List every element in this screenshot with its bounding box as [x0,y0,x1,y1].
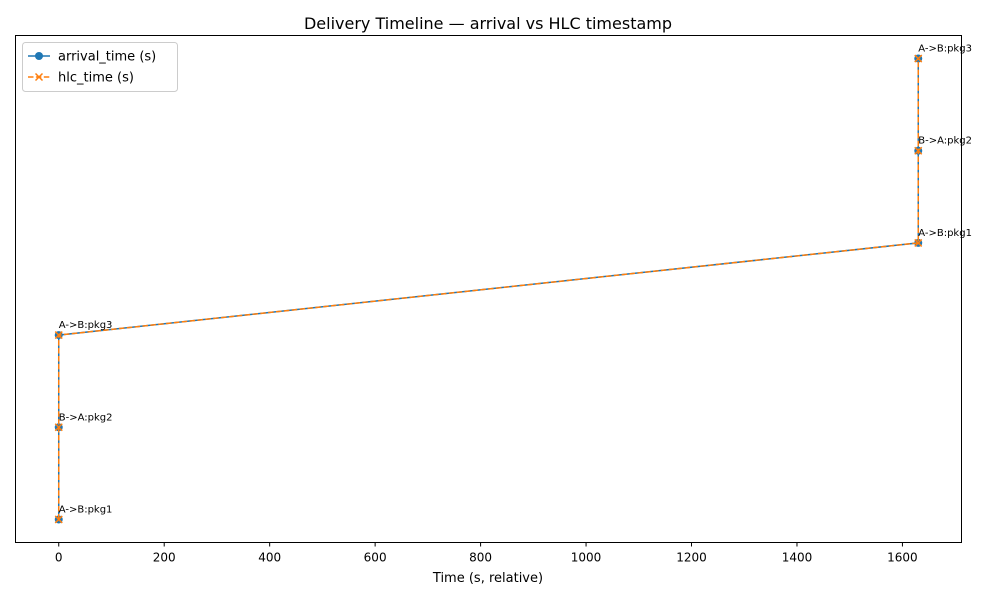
data-point-marker [914,238,923,247]
data-point-marker [914,146,923,155]
point-annotation: A->B:pkg1 [918,228,972,239]
point-annotation: A->B:pkg3 [918,44,972,55]
x-tick-label: 800 [469,551,492,565]
point-annotation: A->B:pkg3 [59,320,113,331]
data-point-marker [914,54,923,63]
annotation-layer: A->B:pkg1 B->A:pkg2 A->B:pkg3 A->B:pkg1 B->A… [59,44,972,516]
series-layer [54,54,923,524]
x-tick-label: 1600 [887,551,918,565]
x-tick-label: 1200 [676,551,707,565]
legend-box [22,42,178,92]
point-annotation: A->B:pkg1 [59,504,113,515]
legend-label-1: arrival_time (s) [58,50,156,65]
legend: arrival_time (s) hlc_time (s) [22,42,178,92]
point-annotation: B->A:pkg2 [59,412,113,423]
x-tick-label: 600 [364,551,387,565]
x-tick-label: 400 [258,551,281,565]
x-tick-label: 200 [153,551,176,565]
chart-title: Delivery Timeline — arrival vs HLC times… [304,14,672,33]
legend-marker-2 [34,72,44,82]
x-tick-label: 0 [55,551,63,565]
series-line-2 [57,58,920,520]
legend-label-2: hlc_time (s) [58,71,134,86]
data-point-marker [54,331,63,340]
plot-frame [15,35,962,543]
point-annotation: B->A:pkg2 [918,136,972,147]
x-axis-label: Time (s, relative) [432,571,543,586]
data-point-marker [54,515,63,524]
x-axis-ticks: 0 200 400 600 800 1000 1200 1400 1600 [55,542,918,565]
data-point-marker [54,423,63,432]
x-tick-label: 1400 [782,551,813,565]
x-tick-label: 1000 [571,551,602,565]
legend-marker-1 [35,52,43,60]
